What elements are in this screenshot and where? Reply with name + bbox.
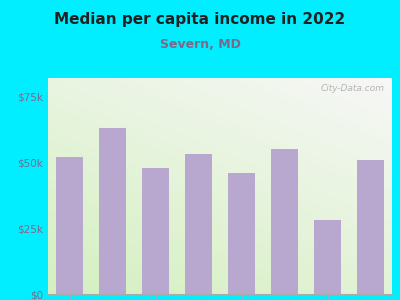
Bar — [270, 149, 298, 294]
Bar — [356, 160, 384, 294]
Text: Severn, MD: Severn, MD — [160, 38, 240, 50]
Bar — [142, 168, 170, 294]
Bar — [98, 128, 126, 294]
Text: Median per capita income in 2022: Median per capita income in 2022 — [54, 12, 346, 27]
Bar — [228, 173, 256, 294]
Bar — [56, 157, 84, 294]
Bar — [314, 220, 342, 294]
Bar — [184, 154, 212, 294]
Text: City-Data.com: City-Data.com — [321, 85, 385, 94]
